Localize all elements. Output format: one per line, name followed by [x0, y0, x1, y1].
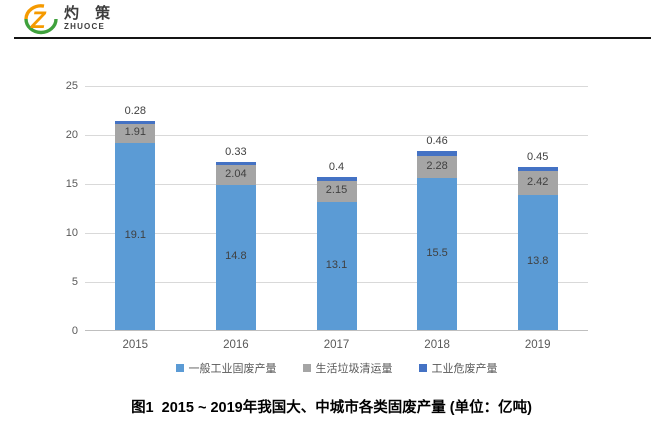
- legend-label: 一般工业固废产量: [188, 363, 277, 375]
- brand-name-en: ZHUOCE: [64, 22, 105, 31]
- brand-text: 灼 策 ZHUOCE: [64, 3, 116, 32]
- bar-segment: [115, 121, 156, 125]
- figure-caption: 图1 2015 ~ 2019年我国大、中城市各类固废产量 (单位：亿吨): [131, 400, 532, 416]
- bar-segment: 15.5: [417, 178, 458, 330]
- bar-segment: 1.91: [115, 124, 156, 143]
- bar-value-label: 0.28: [124, 105, 146, 118]
- y-tick-label: 0: [71, 324, 78, 337]
- plot-area: 19.1 1.91 0.28 14.8 2.04 0.33 13.1 2.15 0.4 15.5 2…: [85, 86, 588, 331]
- chart-legend: 一般工业固废产量 生活垃圾清运量 工业危废产量: [85, 360, 588, 376]
- gridline: [85, 135, 588, 136]
- bar-segment: 2.42: [517, 171, 558, 195]
- y-tick-label: 5: [71, 275, 78, 288]
- y-tick-label: 10: [65, 226, 78, 239]
- brand-logo: Z 灼 策 ZHUOCE: [23, 3, 116, 41]
- bar-segment: 19.1: [115, 142, 156, 330]
- bar-value-label: 2.04: [225, 167, 247, 180]
- bar-value-label: 14.8: [225, 250, 247, 263]
- bar-value-label: 0.33: [225, 145, 247, 158]
- bar-segment: [517, 166, 558, 172]
- x-axis: 2015 2016 2017 2018 2019: [85, 339, 588, 353]
- brand-name-cn: 灼 策: [64, 5, 117, 22]
- bar-segment: 14.8: [215, 184, 256, 330]
- bar-segment: 2.15: [316, 180, 357, 202]
- legend-swatch: [302, 364, 311, 372]
- legend-item: 一般工业固废产量: [175, 360, 277, 376]
- y-tick-label: 20: [65, 128, 78, 141]
- gridline: [85, 86, 588, 87]
- y-tick-label: 15: [65, 177, 78, 190]
- legend-label: 工业危废产量: [431, 363, 498, 375]
- bar-segment: 2.28: [417, 155, 458, 179]
- y-tick-label: 25: [65, 79, 78, 92]
- bar-value-label: 15.5: [426, 247, 448, 260]
- header-divider: [14, 37, 651, 39]
- category-label: 2018: [424, 339, 450, 351]
- bar-value-label: 0.4: [328, 160, 345, 173]
- bar-value-label: 0.46: [426, 135, 448, 148]
- legend-label: 生活垃圾清运量: [315, 363, 393, 375]
- brand-logo-icon: Z: [23, 3, 59, 41]
- legend-swatch: [175, 364, 184, 372]
- svg-text:Z: Z: [30, 7, 47, 34]
- legend-item: 工业危废产量: [418, 360, 498, 376]
- bar-value-label: 0.45: [526, 150, 549, 163]
- bar-value-label: 1.91: [124, 126, 146, 139]
- bar-segment: [215, 161, 256, 165]
- category-label: 2017: [323, 339, 350, 351]
- category-label: 2016: [223, 339, 249, 351]
- bar-value-label: 13.1: [325, 258, 348, 271]
- bar-value-label: 2.15: [325, 184, 348, 197]
- bar-segment: [417, 151, 458, 156]
- legend-item: 生活垃圾清运量: [302, 360, 393, 376]
- bar-segment: 13.1: [316, 201, 357, 330]
- legend-swatch: [418, 364, 427, 372]
- bar-value-label: 19.1: [124, 229, 146, 242]
- category-label: 2015: [122, 339, 149, 351]
- bar-value-label: 2.42: [526, 175, 549, 188]
- y-axis: 0 5 10 15 20 25: [50, 80, 78, 337]
- bar-segment: [316, 176, 357, 181]
- bar-segment: 13.8: [517, 194, 558, 330]
- category-label: 2019: [524, 339, 551, 351]
- bar-segment: 2.04: [215, 164, 256, 185]
- bar-value-label: 2.28: [426, 159, 448, 172]
- bar-value-label: 13.8: [526, 255, 549, 268]
